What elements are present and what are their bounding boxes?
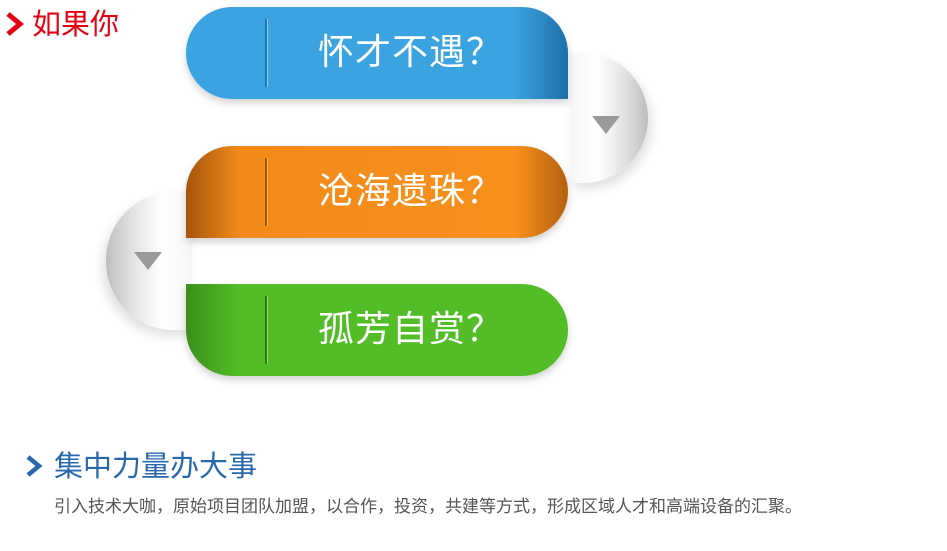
section-description: 引入技术大咖，原始项目团队加盟，以合作，投资，共建等方式，形成区域人才和高端设备… [54,497,802,517]
band-divider [265,19,267,87]
chevron-right-icon [20,446,48,486]
top-heading-title: 如果你 [32,7,120,41]
triangle-down-icon [134,252,162,270]
band-divider [265,296,267,364]
ribbon-band-2-label: 沧海遗珠？ [318,171,504,212]
ribbon-band-3: 孤芳自赏？ [186,284,568,376]
ribbon-band-2: 沧海遗珠？ [186,146,568,238]
chevron-right-icon [0,4,30,44]
band-divider [265,158,267,226]
top-heading: 如果你 [0,2,119,46]
section-heading: 集中力量办大事 [20,446,920,486]
ribbon-graphic: 怀才不遇？ 沧海遗珠？ 孤芳自赏？ [100,0,660,400]
section-title: 集中力量办大事 [54,449,258,483]
ribbon-band-1-label: 怀才不遇？ [318,32,504,73]
ribbon-band-3-label: 孤芳自赏？ [318,309,504,350]
ribbon-band-1: 怀才不遇？ [186,7,568,99]
triangle-down-icon [592,116,620,134]
feature-section: 集中力量办大事 引入技术大咖，原始项目团队加盟，以合作，投资，共建等方式，形成区… [20,446,920,520]
